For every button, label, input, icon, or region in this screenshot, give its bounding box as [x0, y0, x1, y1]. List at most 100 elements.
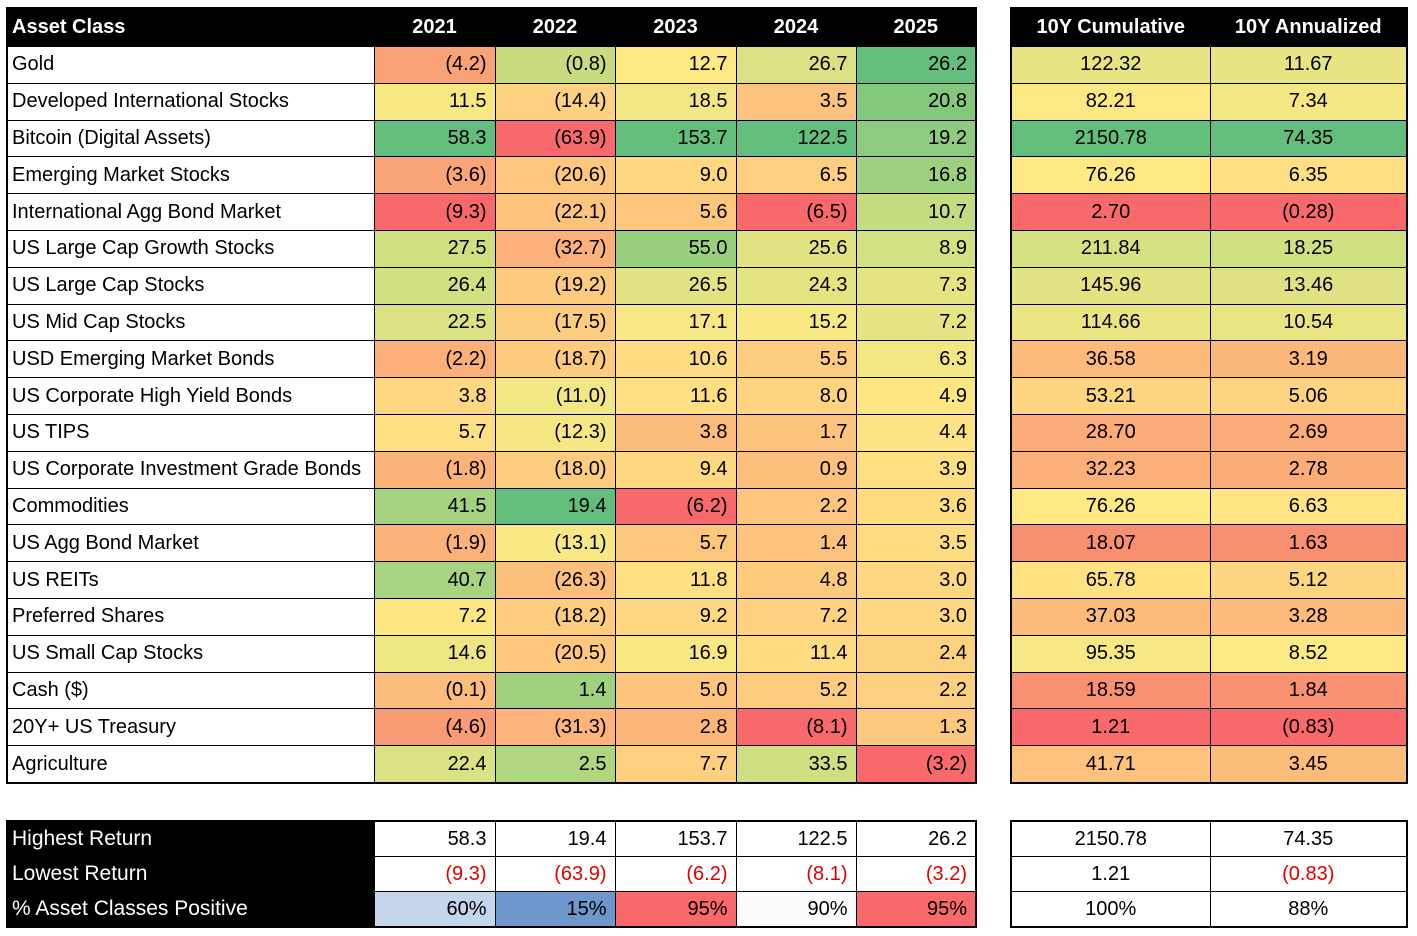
table-row: US Large Cap Growth Stocks 27.5 (32.7) 55.0…: [6, 229, 977, 268]
header-year: 2024: [735, 7, 857, 47]
asset-class-name: Cash ($): [6, 671, 375, 710]
header-row: Asset Class 2021 2022 2023 2024 2025: [6, 7, 977, 47]
table-row: 76.26 6.63: [1010, 487, 1408, 526]
summary-cell: 15%: [494, 891, 616, 928]
cumulative-cell: 95.35: [1010, 634, 1211, 673]
annualized-cell: (0.28): [1209, 193, 1408, 231]
return-cell: 10.6: [614, 340, 737, 379]
returns-table-body: Gold (4.2) (0.8) 12.7 26.7 26.2 Developed Inte…: [6, 46, 977, 784]
return-cell: 2.5: [494, 745, 616, 784]
cumulative-cell: 18.07: [1010, 524, 1211, 563]
return-cell: 26.4: [373, 266, 496, 305]
ten-year-table-body: 122.32 11.67 82.21 7.34 2150.78 74.35 76.26 6.3…: [1010, 46, 1408, 784]
return-cell: 1.7: [735, 413, 857, 452]
return-cell: (18.0): [494, 450, 616, 489]
cumulative-cell: 41.71: [1010, 745, 1211, 784]
cumulative-cell: 145.96: [1010, 266, 1211, 305]
return-cell: 26.5: [614, 266, 737, 305]
return-cell: 5.2: [735, 671, 857, 710]
asset-class-name: US Large Cap Stocks: [6, 266, 375, 305]
return-cell: 1.4: [494, 671, 616, 710]
return-cell: (22.1): [494, 193, 616, 231]
annualized-cell: 3.28: [1209, 597, 1408, 636]
annualized-cell: 2.78: [1209, 450, 1408, 489]
cumulative-cell: 76.26: [1010, 156, 1211, 195]
table-row: Gold (4.2) (0.8) 12.7 26.7 26.2: [6, 46, 977, 84]
summary-row-positive: % Asset Classes Positive 60% 15% 95% 90% 95%: [6, 891, 977, 928]
return-cell: (0.1): [373, 671, 496, 710]
asset-class-name: USD Emerging Market Bonds: [6, 340, 375, 379]
cumulative-cell: 2.70: [1010, 193, 1211, 231]
summary-row-highest: Highest Return 58.3 19.4 153.7 122.5 26.2: [6, 820, 977, 857]
table-row: US Large Cap Stocks 26.4 (19.2) 26.5 24.3 7.3: [6, 266, 977, 305]
table-row: 65.78 5.12: [1010, 561, 1408, 599]
return-cell: 0.9: [735, 450, 857, 489]
summary-cell: (63.9): [494, 856, 616, 892]
table-row: 37.03 3.28: [1010, 597, 1408, 636]
return-cell: 9.2: [614, 597, 737, 636]
table-row: 18.07 1.63: [1010, 524, 1408, 563]
return-cell: (19.2): [494, 266, 616, 305]
return-cell: 19.4: [494, 487, 616, 526]
return-cell: 40.7: [373, 561, 496, 599]
table-row: 18.59 1.84: [1010, 671, 1408, 710]
table-row: 28.70 2.69: [1010, 413, 1408, 452]
cumulative-cell: 18.59: [1010, 671, 1211, 710]
cumulative-cell: 76.26: [1010, 487, 1211, 526]
return-cell: (0.8): [494, 46, 616, 84]
return-cell: (8.1): [735, 708, 857, 747]
return-cell: 9.0: [614, 156, 737, 195]
table-row: 82.21 7.34: [1010, 82, 1408, 121]
return-cell: 2.2: [735, 487, 857, 526]
asset-class-name: US TIPS: [6, 413, 375, 452]
table-row: 122.32 11.67: [1010, 46, 1408, 84]
annualized-cell: 6.35: [1209, 156, 1408, 195]
summary-label: Lowest Return: [6, 856, 375, 892]
header-row: 10Y Cumulative 10Y Annualized: [1010, 7, 1408, 47]
annualized-cell: (0.83): [1209, 708, 1408, 747]
summary-cell: 26.2: [855, 820, 977, 857]
return-cell: 5.7: [614, 524, 737, 563]
return-cell: (3.2): [855, 745, 977, 784]
summary-cumulative-cell: 2150.78: [1010, 820, 1211, 857]
return-cell: (4.6): [373, 708, 496, 747]
summary-cell: (3.2): [855, 856, 977, 892]
return-cell: 7.3: [855, 266, 977, 305]
table-row: Bitcoin (Digital Assets) 58.3 (63.9) 153.7 1…: [6, 119, 977, 158]
return-cell: 22.5: [373, 303, 496, 342]
summary-cell: 90%: [735, 891, 857, 928]
return-cell: 41.5: [373, 487, 496, 526]
return-cell: 10.7: [855, 193, 977, 231]
return-cell: (12.3): [494, 413, 616, 452]
table-row: 1.21 (0.83): [1010, 708, 1408, 747]
table-row: Agriculture 22.4 2.5 7.7 33.5 (3.2): [6, 745, 977, 784]
return-cell: (14.4): [494, 82, 616, 121]
return-cell: 14.6: [373, 634, 496, 673]
cumulative-cell: 211.84: [1010, 229, 1211, 268]
return-cell: (1.9): [373, 524, 496, 563]
annualized-cell: 8.52: [1209, 634, 1408, 673]
return-cell: 15.2: [735, 303, 857, 342]
return-cell: 19.2: [855, 119, 977, 158]
table-row: 36.58 3.19: [1010, 340, 1408, 379]
return-cell: (31.3): [494, 708, 616, 747]
summary-cell: 122.5: [735, 820, 857, 857]
return-cell: 24.3: [735, 266, 857, 305]
summary-cumulative-cell: 100%: [1010, 891, 1211, 928]
return-cell: 5.7: [373, 413, 496, 452]
asset-class-name: International Agg Bond Market: [6, 193, 375, 231]
table-row: 114.66 10.54: [1010, 303, 1408, 342]
return-cell: 4.4: [855, 413, 977, 452]
return-cell: (26.3): [494, 561, 616, 599]
cumulative-cell: 65.78: [1010, 561, 1211, 599]
return-cell: 11.5: [373, 82, 496, 121]
return-cell: 7.2: [373, 597, 496, 636]
annualized-cell: 2.69: [1209, 413, 1408, 452]
return-cell: (20.6): [494, 156, 616, 195]
return-cell: 3.0: [855, 561, 977, 599]
return-cell: 25.6: [735, 229, 857, 268]
table-row: 145.96 13.46: [1010, 266, 1408, 305]
return-cell: 58.3: [373, 119, 496, 158]
table-row: US Mid Cap Stocks 22.5 (17.5) 17.1 15.2 7.2: [6, 303, 977, 342]
table-row: International Agg Bond Market (9.3) (22.1)…: [6, 193, 977, 231]
